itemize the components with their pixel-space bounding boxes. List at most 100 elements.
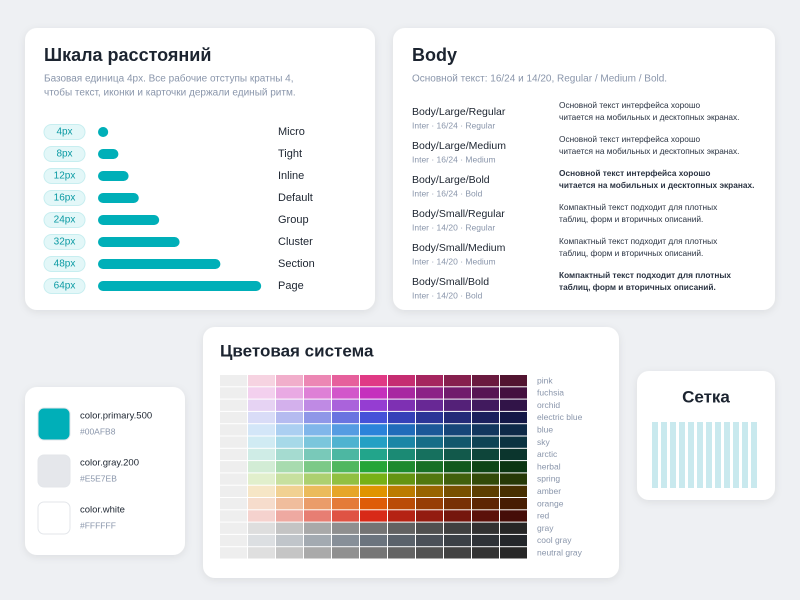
color-swatch (444, 375, 471, 387)
color-swatch (332, 387, 359, 399)
color-swatch (304, 387, 331, 399)
color-swatch (332, 424, 359, 436)
body-card (393, 28, 775, 310)
size-pill (43, 278, 86, 294)
color-swatch (472, 510, 499, 522)
color-swatch (220, 424, 247, 436)
spacing-name: Micro (278, 126, 305, 138)
color-swatch (276, 510, 303, 522)
color-swatch (220, 485, 247, 497)
size-pill (43, 190, 86, 206)
color-swatch (276, 534, 303, 547)
color-swatch (332, 461, 359, 473)
color-name: blue (537, 424, 553, 434)
color-swatch (248, 547, 275, 559)
color-swatch (360, 534, 387, 547)
color-swatch (360, 485, 387, 497)
color-swatch (388, 522, 415, 534)
style-name: Body/Small/Regular (412, 208, 505, 220)
color-swatch (444, 448, 471, 461)
grid-column (715, 422, 721, 488)
color-swatch (248, 461, 275, 473)
token-name: color.primary.500 (80, 411, 152, 422)
style-name: Body/Small/Medium (412, 242, 506, 254)
spacing-bar (98, 127, 109, 137)
color-swatch (472, 411, 499, 424)
style-name: Body/Large/Bold (412, 174, 490, 186)
color-swatch (360, 436, 387, 448)
color-swatch (500, 399, 527, 411)
size-label: 64px (54, 281, 76, 292)
color-swatch (388, 387, 415, 399)
style-meta: Inter · 14/20 · Bold (412, 290, 483, 300)
size-pill (43, 146, 86, 162)
color-name: fuchsia (537, 388, 564, 398)
size-pill (43, 124, 86, 140)
color-swatch (360, 411, 387, 424)
size-label: 12px (54, 171, 76, 182)
style-name: Body/Large/Medium (412, 140, 506, 152)
style-sample: таблиц, форм и вторичных описаний. (559, 248, 703, 258)
spacing-name: Default (278, 192, 313, 204)
size-pill (43, 168, 86, 184)
color-swatch (304, 534, 331, 547)
color-swatch (332, 473, 359, 485)
color-swatch (304, 399, 331, 411)
color-swatch (444, 547, 471, 559)
color-swatch (276, 547, 303, 559)
color-swatch (500, 424, 527, 436)
color-swatch (220, 522, 247, 534)
color-swatch (360, 510, 387, 522)
color-swatch (416, 547, 443, 559)
color-swatch (220, 411, 247, 424)
color-name: electric blue (537, 412, 583, 422)
style-meta: Inter · 14/20 · Medium (412, 256, 496, 266)
color-swatch (416, 375, 443, 387)
size-label: 32px (54, 237, 76, 248)
grid-column (661, 422, 667, 488)
color-swatch (444, 473, 471, 485)
grid-column (706, 422, 712, 488)
color-swatch (472, 547, 499, 559)
color-swatch (416, 498, 443, 510)
color-swatch (360, 498, 387, 510)
color-swatch (220, 387, 247, 399)
spacing-name: Page (278, 280, 304, 292)
size-pill (43, 212, 86, 228)
description: Базовая единица 4px. Все рабочие отступы… (44, 73, 294, 85)
color-swatch (248, 522, 275, 534)
color-swatch (416, 510, 443, 522)
color-swatch (248, 375, 275, 387)
color-swatch (304, 448, 331, 461)
color-swatch (444, 424, 471, 436)
grid-column (742, 422, 748, 488)
color-swatch (472, 534, 499, 547)
color-swatch (388, 424, 415, 436)
color-name: orange (537, 498, 564, 508)
color-swatch (500, 411, 527, 424)
color-swatch (332, 375, 359, 387)
color-swatch (332, 485, 359, 497)
color-swatch (304, 547, 331, 559)
color-swatch (332, 411, 359, 424)
size-pill (43, 234, 86, 250)
color-swatch (416, 399, 443, 411)
color-swatch (360, 375, 387, 387)
color-swatch (276, 522, 303, 534)
color-swatch (304, 473, 331, 485)
style-sample: Основной текст интерфейса хорошо (559, 134, 700, 144)
color-swatch (472, 399, 499, 411)
color-swatch (388, 510, 415, 522)
size-label: 16px (54, 193, 76, 204)
color-swatch (220, 510, 247, 522)
color-swatch (304, 375, 331, 387)
token-hex: #E5E7EB (80, 473, 117, 483)
color-swatch (304, 424, 331, 436)
token-swatch (37, 454, 71, 488)
spacing-name: Tight (278, 148, 302, 160)
token-swatch (37, 501, 71, 535)
spacing-name: Group (278, 214, 309, 226)
grid-column (652, 422, 658, 488)
style-name: Body/Small/Bold (412, 276, 489, 288)
